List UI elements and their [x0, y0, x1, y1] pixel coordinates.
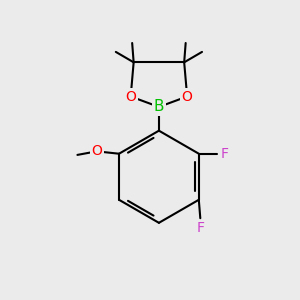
Text: B: B: [154, 99, 164, 114]
Text: F: F: [220, 147, 228, 161]
Text: O: O: [91, 144, 102, 158]
Text: O: O: [182, 89, 193, 103]
Text: F: F: [196, 221, 204, 235]
Text: O: O: [125, 89, 136, 103]
